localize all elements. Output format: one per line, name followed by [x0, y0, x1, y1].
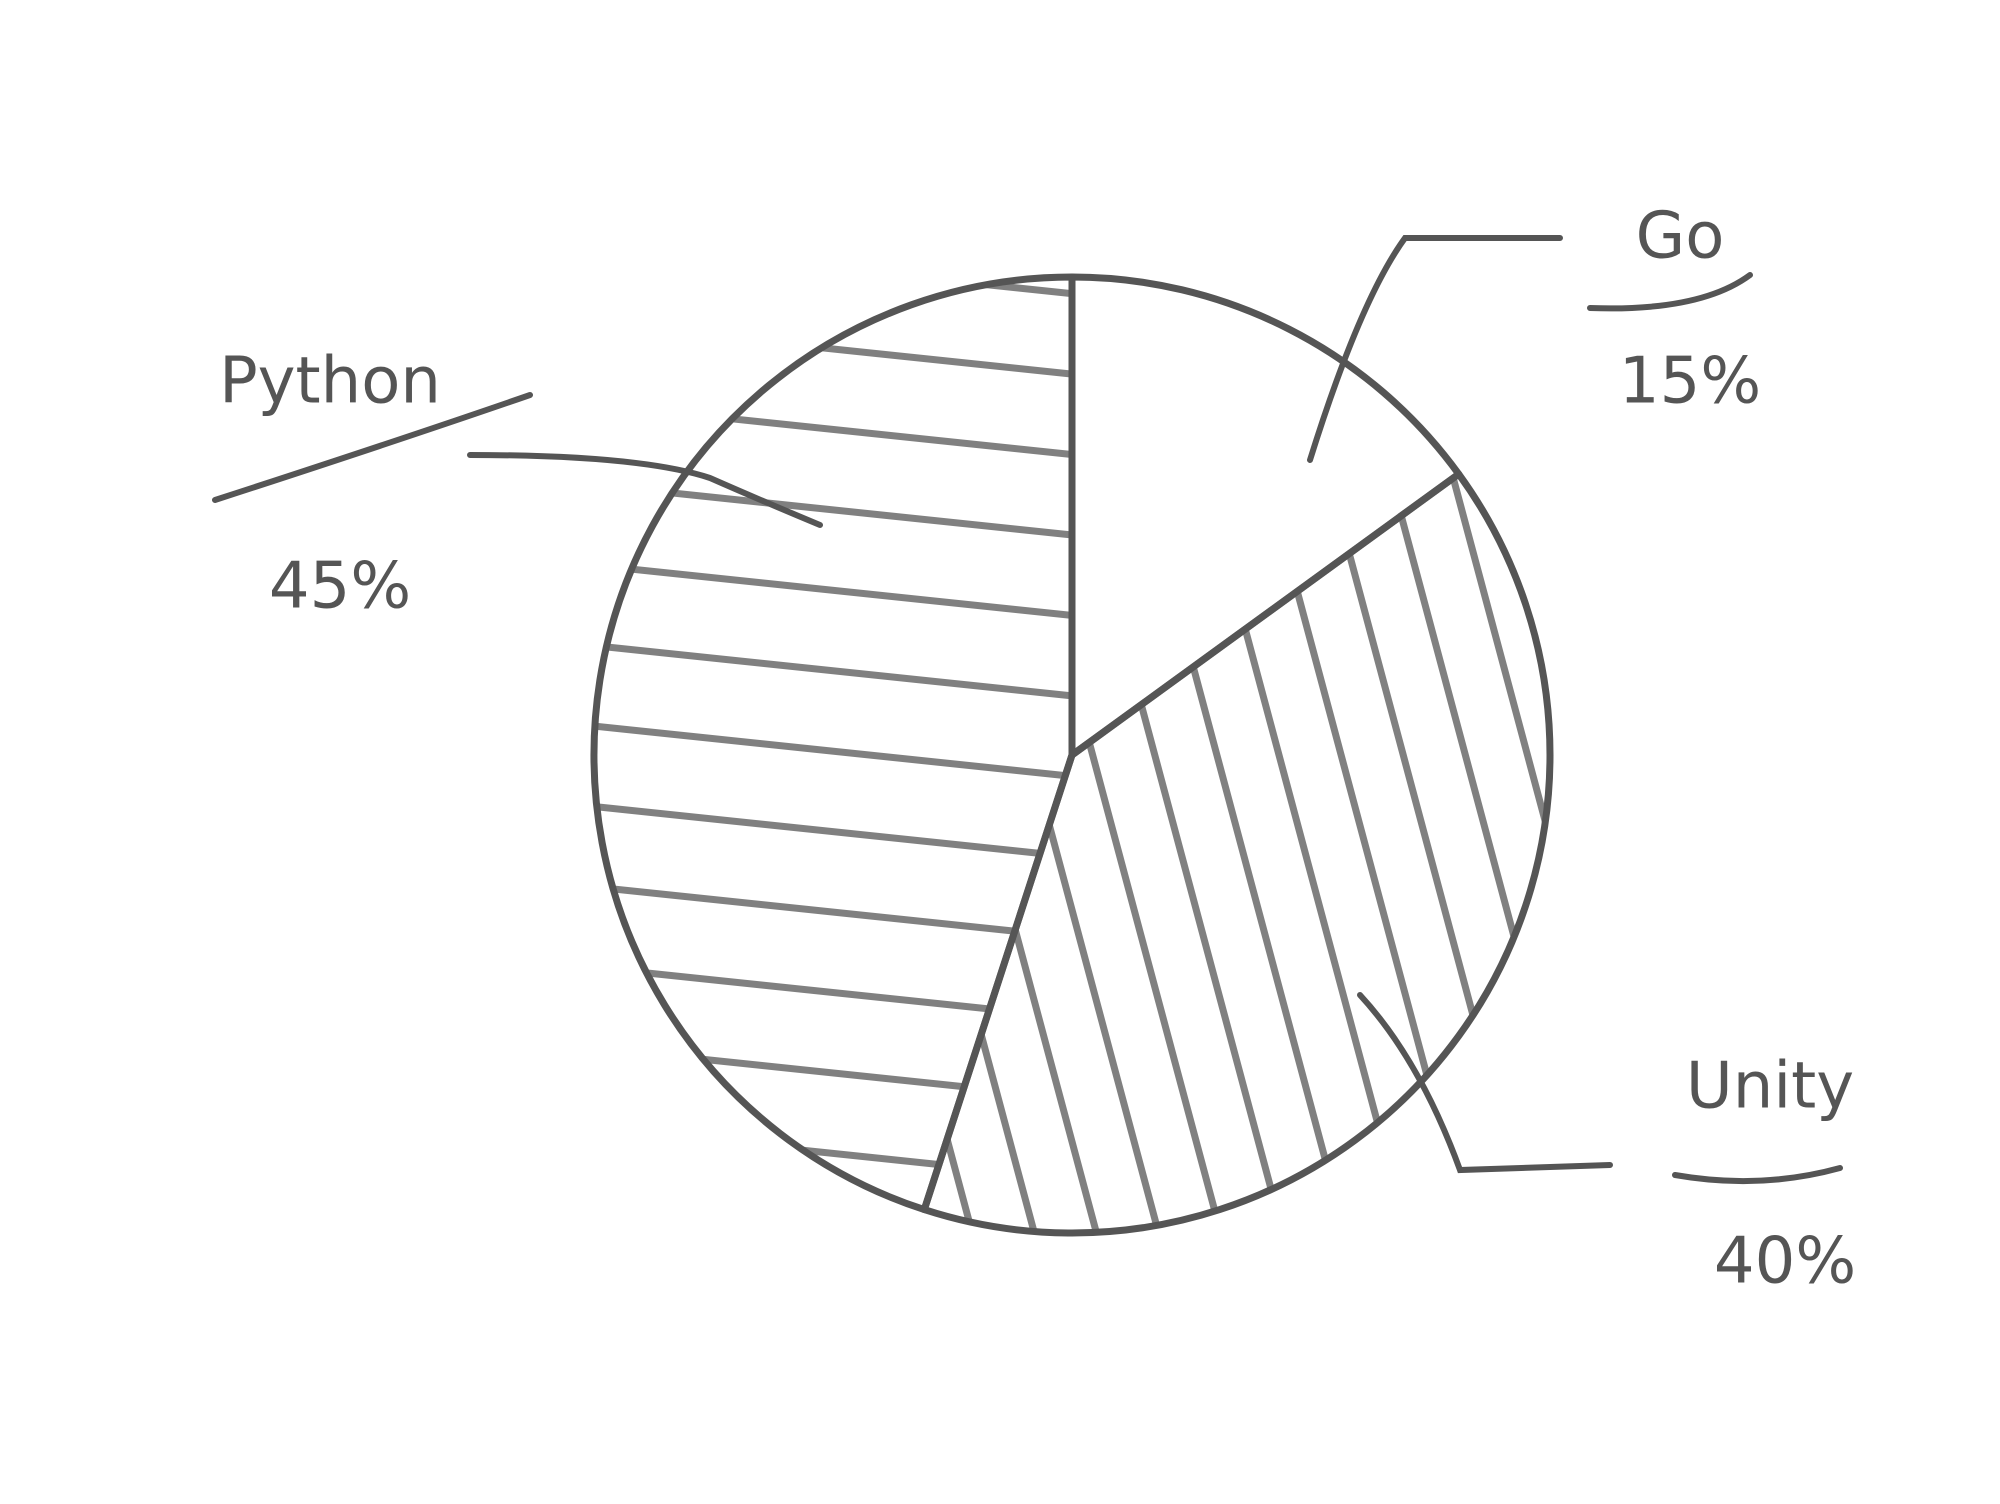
label-underline: [1587, 272, 1753, 312]
pie-slice: [920, 470, 1554, 1237]
pie-slice: [590, 273, 1076, 1214]
leader-line: [1357, 992, 1613, 1174]
label-underline: [212, 392, 533, 503]
leader-line: [467, 452, 823, 528]
category-label: Go: [1636, 200, 1725, 274]
value-label: 15%: [1619, 345, 1761, 419]
category-label: Python: [219, 345, 441, 419]
label-underline: [1672, 1165, 1843, 1185]
category-label: Unity: [1686, 1050, 1854, 1124]
value-label: 40%: [1714, 1225, 1856, 1299]
pie-slice: [1068, 273, 1463, 759]
value-label: 45%: [269, 550, 411, 624]
leader-line: [1307, 235, 1563, 463]
